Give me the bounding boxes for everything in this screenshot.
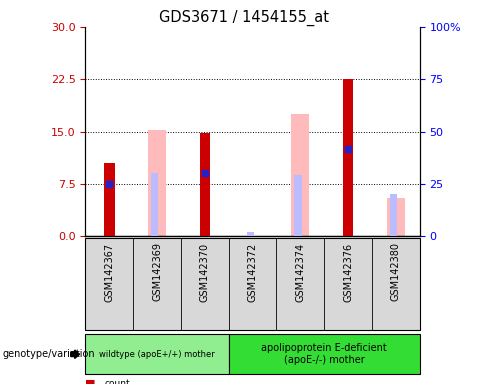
Text: apolipoprotein E-deficient
(apoE-/-) mother: apolipoprotein E-deficient (apoE-/-) mot… [261, 343, 387, 365]
Bar [246, 232, 254, 236]
Bar [151, 174, 158, 236]
Text: wildtype (apoE+/+) mother: wildtype (apoE+/+) mother [99, 350, 215, 359]
Text: count: count [105, 379, 131, 384]
Text: ■: ■ [85, 379, 96, 384]
Bar [386, 198, 405, 236]
Bar [343, 79, 353, 236]
Bar [294, 175, 302, 236]
Bar [104, 163, 115, 236]
Bar [291, 114, 309, 236]
Text: genotype/variation: genotype/variation [2, 349, 95, 359]
Bar [390, 194, 397, 236]
Bar [200, 133, 210, 236]
Text: GDS3671 / 1454155_at: GDS3671 / 1454155_at [159, 10, 329, 26]
Bar [148, 130, 166, 236]
